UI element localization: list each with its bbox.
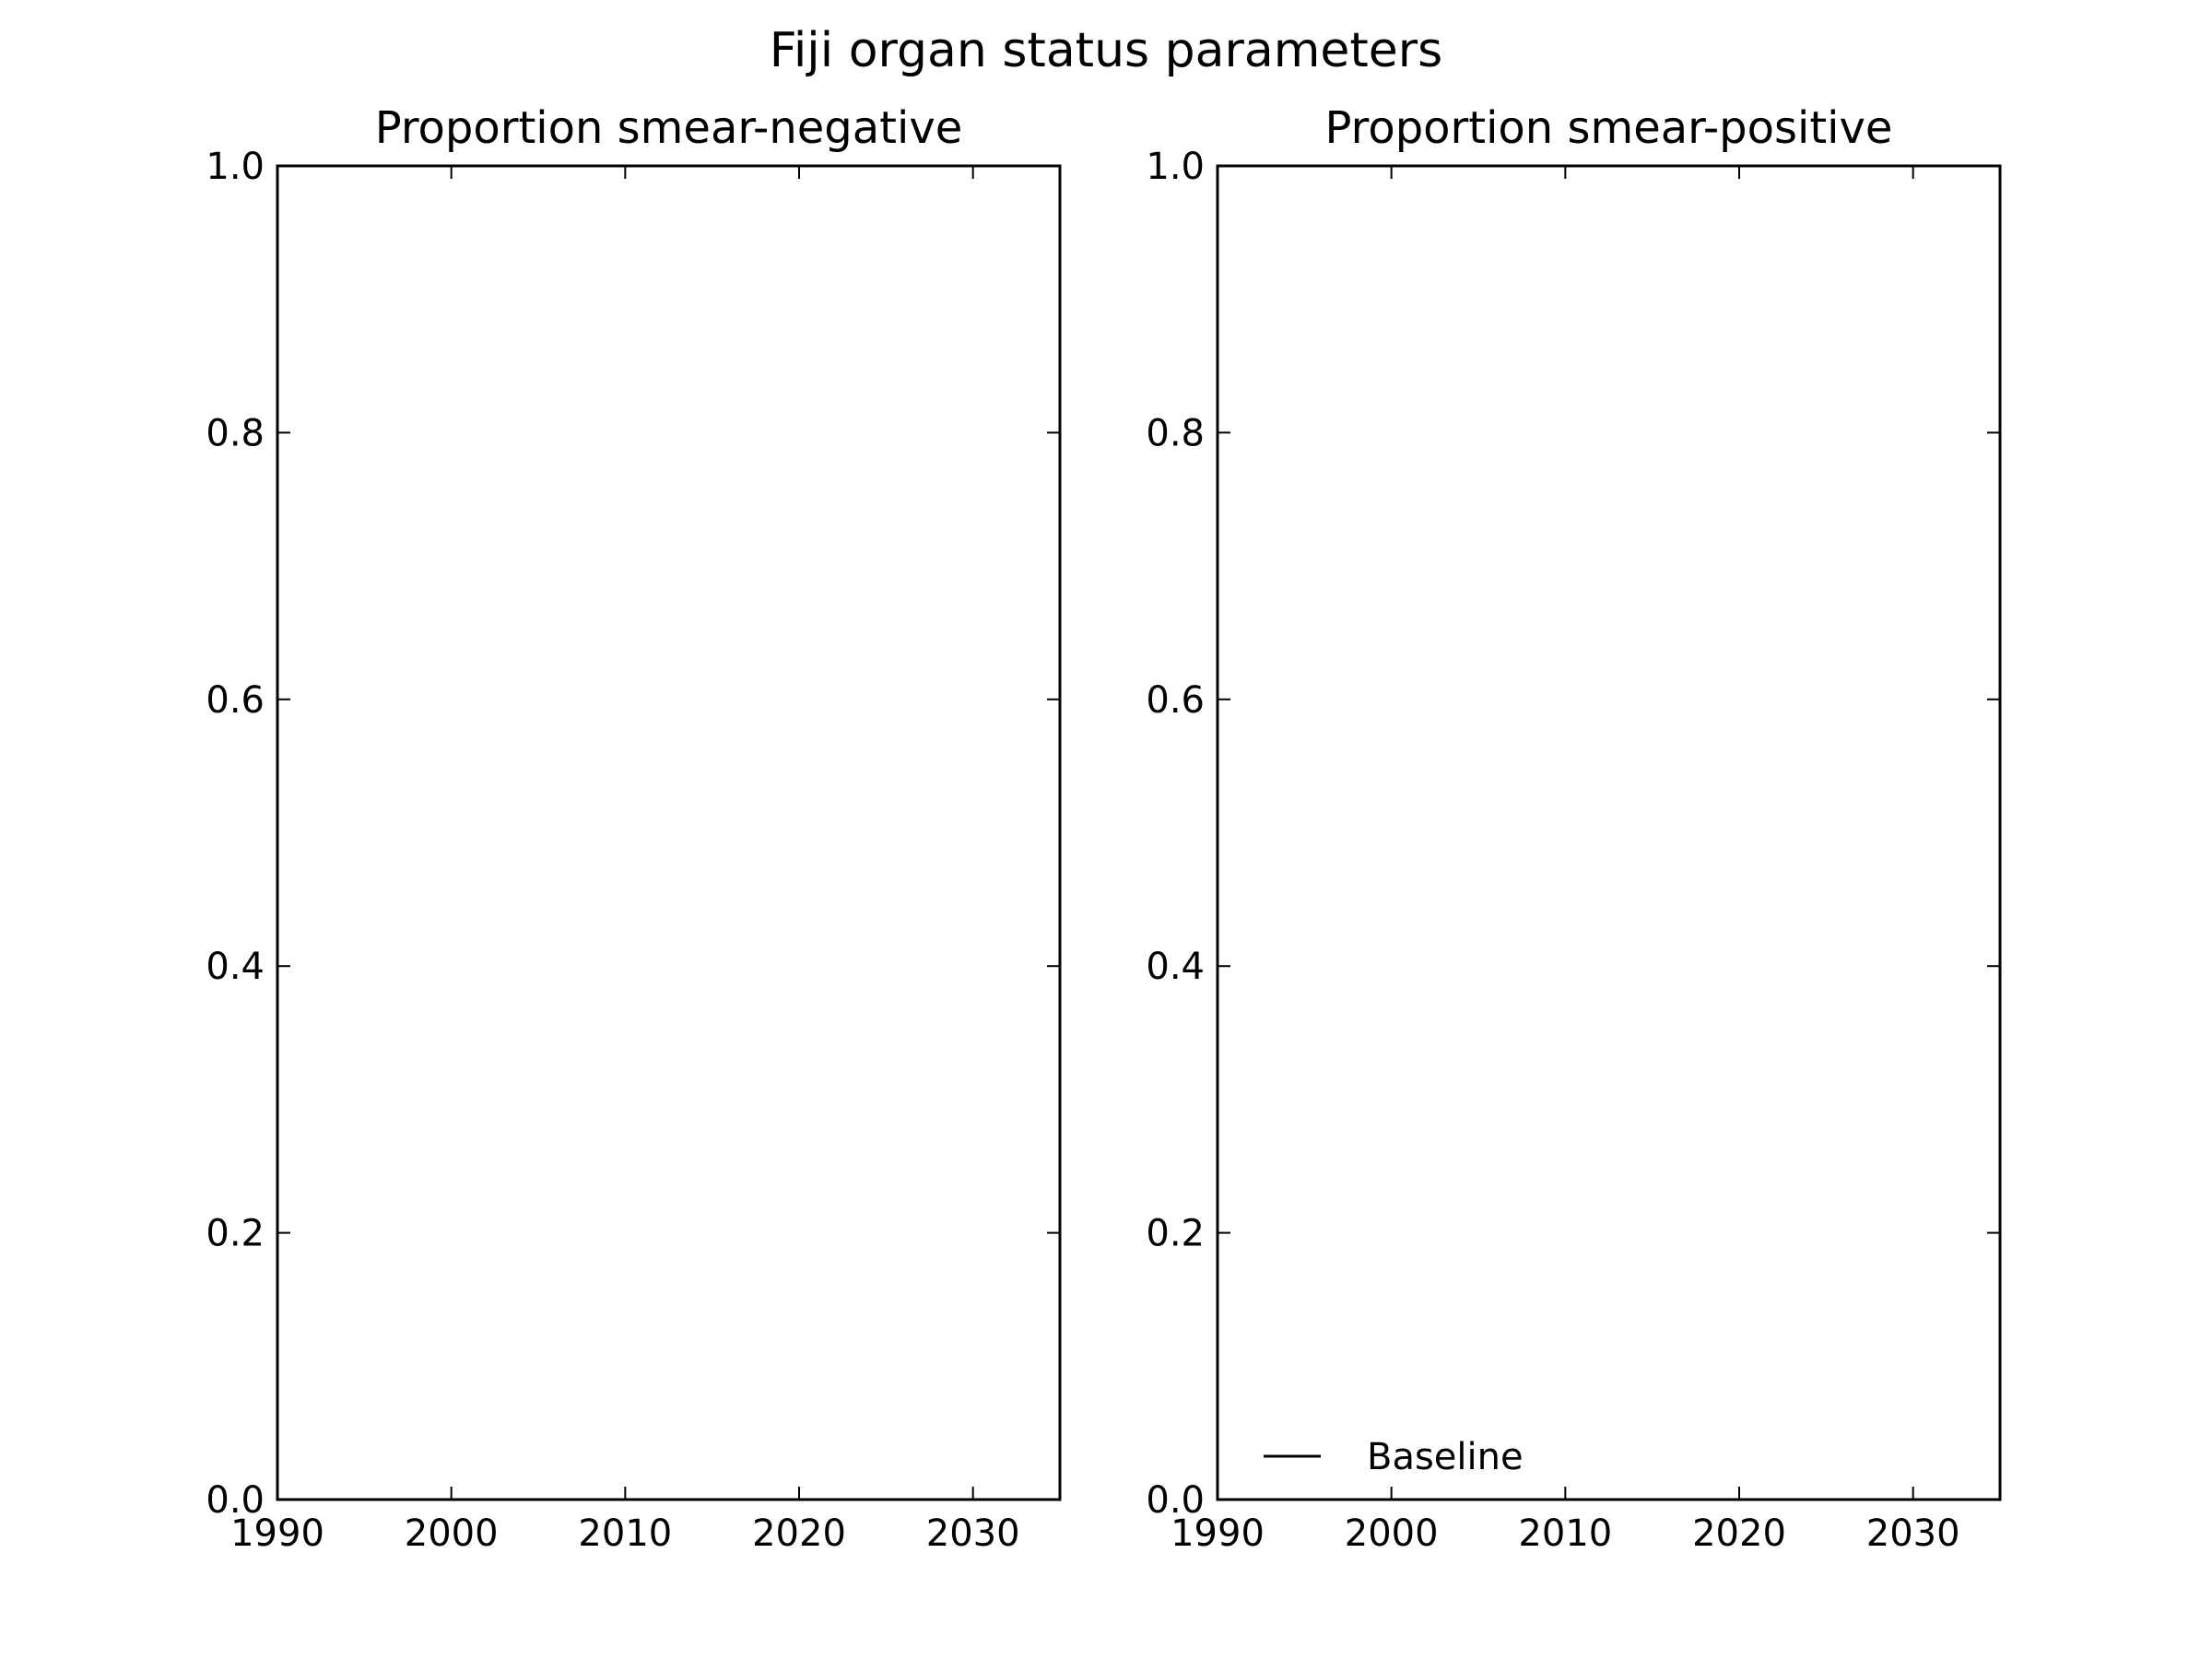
- panel-1-y-tick-label: 0.6: [206, 679, 265, 722]
- panel-1-y-tick-label: 0.8: [206, 412, 265, 454]
- panel-1-y-tick-label: 0.4: [206, 946, 265, 988]
- panel-1-x-tick-label: 1990: [230, 1512, 324, 1555]
- panel-1: Proportion smear-negative 1990 2000 2010 202…: [206, 102, 1062, 1555]
- panel-1-y-tick-label: 1.0: [206, 146, 265, 188]
- panel-2-y-tick-label: 0.8: [1146, 412, 1205, 454]
- panel-2-y-tick-label: 0.6: [1146, 679, 1205, 722]
- legend-label-1: Baseline: [1367, 1436, 1524, 1478]
- panel-2-x-tick-label: 2000: [1345, 1512, 1439, 1555]
- panel-2-title: Proportion smear-positive: [1325, 102, 1893, 154]
- panel-2-legend: Baseline: [1264, 1436, 1524, 1478]
- panel-1-title: Proportion smear-negative: [375, 102, 963, 154]
- panel-2-x-tick-label: 2030: [1866, 1512, 1960, 1555]
- panel-2-axes-frame: [1216, 164, 2002, 1501]
- panel-2-x-tick-label: 2010: [1518, 1512, 1612, 1555]
- panel-2-y-tick-label: 1.0: [1146, 146, 1205, 188]
- panel-1-axes-frame: [276, 164, 1062, 1501]
- panel-1-x-tick-label: 2010: [578, 1512, 672, 1555]
- panel-1-y-tick-label: 0.0: [206, 1479, 265, 1522]
- panel-2-y-tick-label: 0.2: [1146, 1213, 1205, 1255]
- panels: Proportion smear-negative 1990 2000 2010 202…: [206, 102, 2002, 1555]
- panel-2: Proportion smear-positive 1990 2000 2010 202…: [1146, 102, 2002, 1555]
- figure-title: Fiji organ status parameters: [770, 23, 1443, 78]
- panel-2-y-tick-label: 0.4: [1146, 946, 1205, 988]
- panel-2-x-tick-label: 1990: [1171, 1512, 1265, 1555]
- panel-1-y-tick-label: 0.2: [206, 1213, 265, 1255]
- panel-1-x-tick-label: 2030: [926, 1512, 1020, 1555]
- panel-2-x-tick-label: 2020: [1692, 1512, 1786, 1555]
- panel-1-x-tick-label: 2020: [752, 1512, 846, 1555]
- panel-2-y-tick-label: 0.0: [1146, 1479, 1205, 1522]
- panel-1-x-tick-label: 2000: [405, 1512, 499, 1555]
